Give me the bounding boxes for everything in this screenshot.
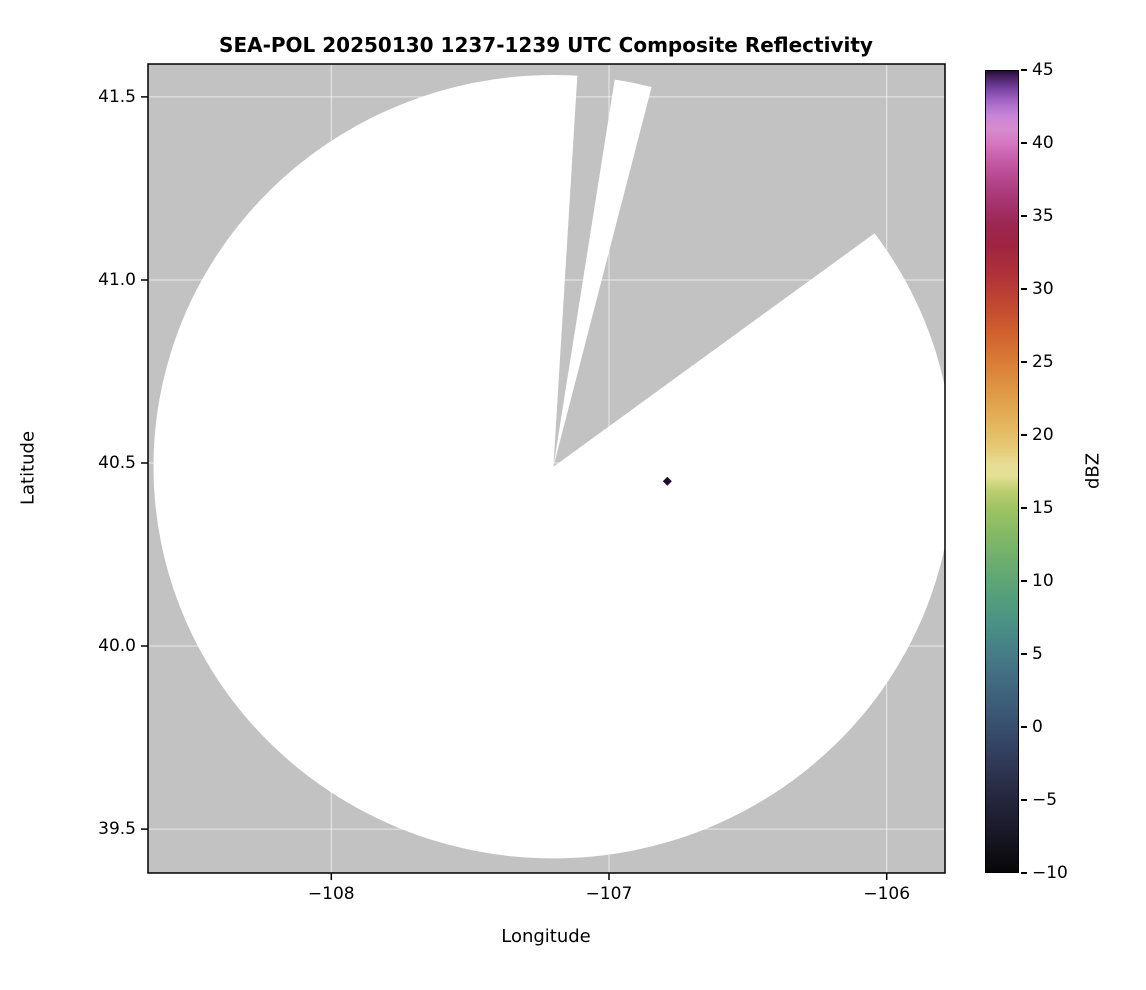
plot-svg (141, 63, 946, 880)
colorbar-tick-mark (1021, 799, 1027, 801)
colorbar-tick-label: 25 (1032, 352, 1054, 372)
colorbar-tick-mark (1021, 69, 1027, 71)
plot-area (138, 54, 955, 883)
colorbar-tick-mark (1021, 288, 1027, 290)
colorbar-tick-label: −5 (1032, 790, 1058, 810)
y-tick-label: 39.5 (98, 819, 136, 840)
colorbar (985, 70, 1019, 873)
y-tick-label: 41.5 (98, 86, 136, 107)
blocked-sector (553, 64, 945, 467)
colorbar-tick-mark (1021, 653, 1027, 655)
colorbar-tick-label: −10 (1032, 863, 1068, 883)
x-tick-label: −108 (307, 884, 355, 904)
echo-marker (662, 476, 672, 486)
colorbar-tick-label: 30 (1032, 279, 1054, 299)
x-axis-label: Longitude (501, 926, 591, 947)
colorbar-tick-mark (1021, 215, 1027, 217)
colorbar-tick-mark (1021, 580, 1027, 582)
colorbar-tick-label: 0 (1032, 717, 1043, 737)
colorbar-tick-label: 40 (1032, 133, 1054, 153)
colorbar-tick-mark (1021, 361, 1027, 363)
x-tick-label: −107 (585, 884, 633, 904)
y-axis-label: Latitude (17, 430, 39, 506)
colorbar-tick-label: 5 (1032, 644, 1043, 664)
colorbar-tick-mark (1021, 872, 1027, 874)
colorbar-tick-mark (1021, 142, 1027, 144)
plot-title: SEA-POL 20250130 1237-1239 UTC Composite… (219, 33, 873, 57)
x-tick-label: −106 (863, 884, 911, 904)
colorbar-tick-label: 15 (1032, 498, 1054, 518)
y-tick-label: 40.0 (98, 636, 136, 657)
colorbar-label: dBZ (1082, 452, 1104, 490)
plot-frame (147, 63, 946, 874)
colorbar-tick-mark (1021, 434, 1027, 436)
colorbar-tick-label: 45 (1032, 60, 1054, 80)
colorbar-tick-label: 10 (1032, 571, 1054, 591)
colorbar-tick-label: 35 (1032, 206, 1054, 226)
y-tick-label: 41.0 (98, 269, 136, 290)
colorbar-tick-mark (1021, 507, 1027, 509)
colorbar-tick-label: 20 (1032, 425, 1054, 445)
colorbar-tick-mark (1021, 726, 1027, 728)
